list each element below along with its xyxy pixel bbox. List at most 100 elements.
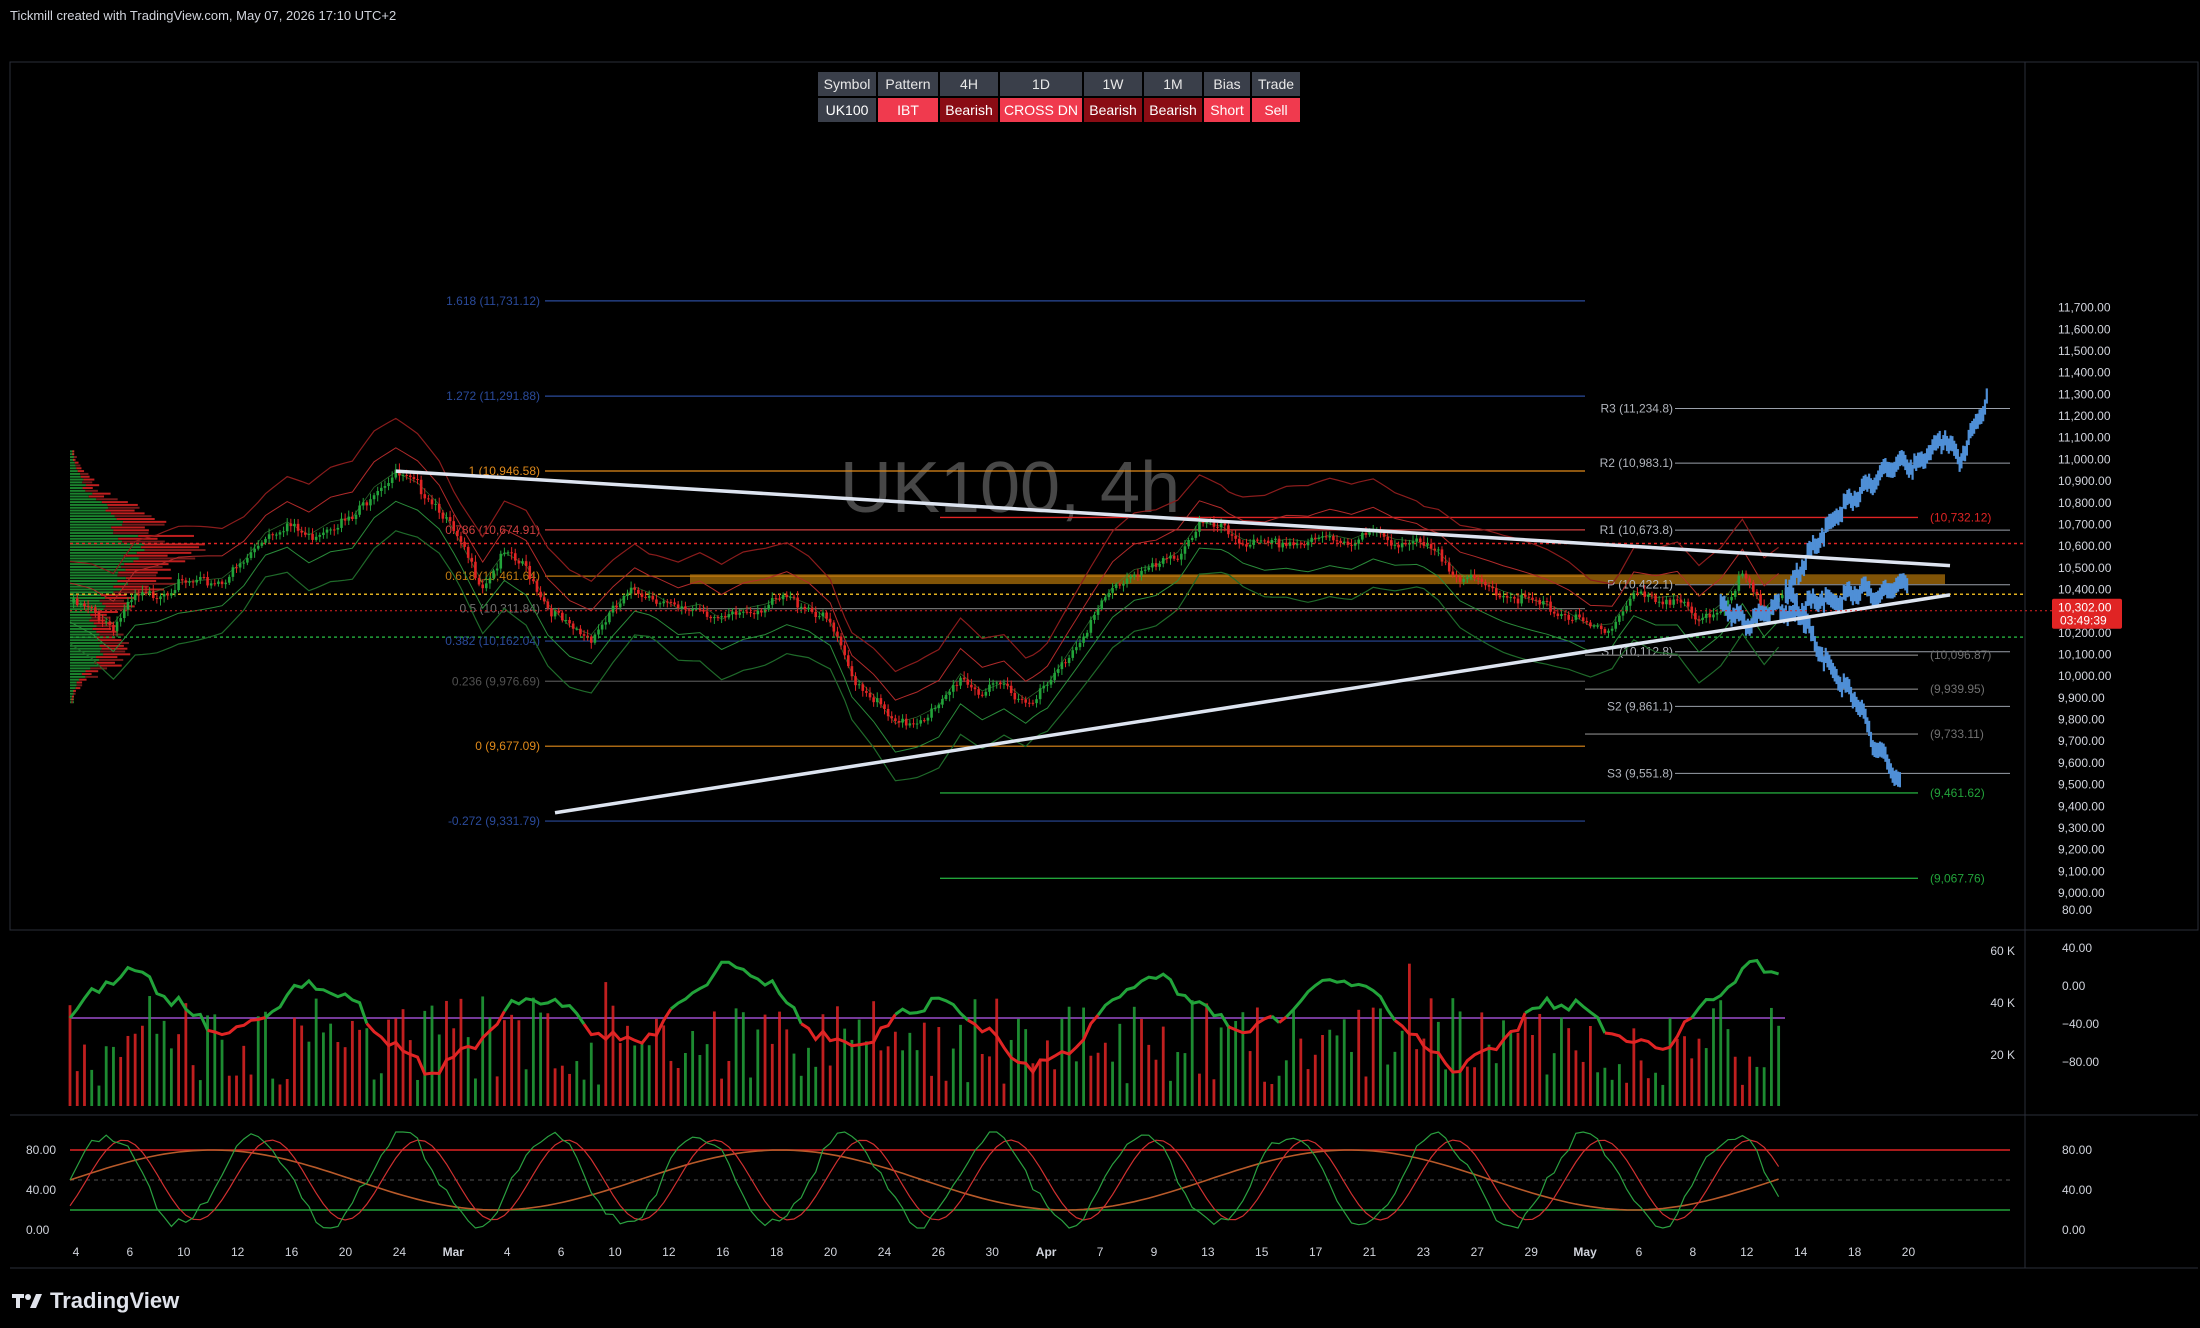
volume-bar <box>1625 1082 1628 1106</box>
chart-area[interactable]: UK100, 4h 1.618 (11,731.12)1.272 (11,291… <box>0 30 2200 1276</box>
candle-body <box>380 487 383 492</box>
volume-bar <box>1190 1000 1194 1106</box>
volume-profile-bar <box>73 692 76 695</box>
candle-body <box>419 479 423 495</box>
candle-body <box>1491 586 1494 589</box>
price-tick-label: 11,600.00 <box>2058 322 2111 336</box>
candle-body <box>405 474 408 476</box>
volume-bar <box>155 1033 159 1106</box>
volume-bar <box>814 1066 818 1106</box>
candle-body <box>539 591 542 598</box>
candle-body <box>752 613 756 615</box>
candle-body <box>1176 558 1180 560</box>
volume-bar <box>1255 1007 1259 1106</box>
candle-body <box>1455 575 1458 578</box>
candle-body <box>1187 539 1190 547</box>
candle-body <box>890 716 894 719</box>
volume-bar <box>691 1030 695 1106</box>
candle-body <box>1534 599 1538 601</box>
candle-body <box>821 612 825 617</box>
candle-body <box>1227 525 1230 535</box>
candle-body <box>702 609 705 612</box>
volume-profile-bar <box>133 560 186 563</box>
tradingview-logo[interactable]: TradingView <box>12 1288 179 1314</box>
supply-zone-band <box>690 574 1945 585</box>
volume-bar <box>937 1027 941 1106</box>
candle-body <box>101 620 104 622</box>
candle-body <box>408 475 412 478</box>
candle-body <box>470 557 474 562</box>
candle-body <box>1549 601 1552 612</box>
volume-profile-bar <box>70 670 86 673</box>
candle-body <box>1122 583 1125 586</box>
volume-bar <box>184 1003 188 1106</box>
candle-body <box>108 621 112 625</box>
candle-body <box>557 610 560 613</box>
volume-profile-bar <box>70 656 97 659</box>
volume-bar <box>1502 1020 1505 1106</box>
candle-body <box>698 608 702 610</box>
candle-body <box>1469 574 1473 578</box>
candle-body <box>546 601 550 609</box>
candle-body <box>861 684 865 691</box>
candle-body <box>894 718 897 722</box>
volume-bar <box>430 1005 434 1106</box>
candle-body <box>1006 683 1009 686</box>
candle-body <box>1581 617 1585 621</box>
volume-bar <box>1581 1061 1585 1106</box>
candle-body <box>1411 541 1415 544</box>
candle-body <box>966 679 970 685</box>
candle-body <box>1002 683 1006 685</box>
volume-bar <box>1523 1016 1527 1106</box>
candle-body <box>600 624 604 630</box>
candle-body <box>416 479 419 481</box>
volume-profile-bar <box>98 664 122 667</box>
candle-body <box>1104 597 1107 601</box>
candle-body <box>1100 600 1103 609</box>
volume-bar <box>582 1079 586 1106</box>
volume-bar <box>647 1045 651 1106</box>
stoch-d-line <box>69 1139 1780 1221</box>
candle-body <box>941 699 944 705</box>
signal-value-cell <box>1204 98 1250 122</box>
candle-body <box>224 582 227 585</box>
fib-label: 0.382 (10,162.04) <box>445 634 540 648</box>
volume-bar <box>1531 1035 1534 1106</box>
volume-bar <box>850 1039 854 1106</box>
volume-bar <box>879 1050 883 1106</box>
candle-body <box>477 577 481 585</box>
oscillator-line <box>669 960 803 1025</box>
candle-body <box>691 609 694 611</box>
volume-profile-bar <box>96 498 118 501</box>
volume-bar <box>611 1005 615 1106</box>
time-tick-label: 6 <box>1636 1245 1643 1259</box>
volume-profile-bar <box>70 537 119 540</box>
candle-body <box>1009 685 1013 693</box>
volume-axis-label: 40 K <box>1990 996 2015 1010</box>
stochastic-panel: 80.00 80.00 40.00 40.00 0.00 0.00 <box>26 1131 2092 1237</box>
candle-body <box>789 596 792 598</box>
signal-value-text: Sell <box>1264 102 1287 118</box>
volume-profile-bar <box>136 551 192 554</box>
time-tick-label: 10 <box>177 1245 191 1259</box>
candle-body <box>1324 536 1328 538</box>
candle-body <box>506 552 510 554</box>
candle-body <box>1129 576 1132 579</box>
level-label: (9,067.76) <box>1930 871 1985 885</box>
candle-body <box>119 618 122 622</box>
candle-body <box>1462 579 1465 582</box>
candle-body <box>246 558 249 563</box>
volume-bar <box>1241 1012 1245 1106</box>
pivot-label: S2 (9,861.1) <box>1607 699 1673 713</box>
candle-body <box>1035 699 1038 704</box>
volume-profile-bar <box>70 546 141 549</box>
current-price-badge <box>2052 598 2122 629</box>
volume-profile-bar <box>70 456 74 459</box>
candle-body <box>1408 543 1411 545</box>
volume-profile-bar <box>70 568 126 571</box>
volume-bar <box>655 1018 658 1106</box>
candle-body <box>618 603 622 608</box>
volume-profile-bar <box>96 611 118 614</box>
price-tick-label: 9,800.00 <box>2058 713 2105 727</box>
time-tick-label: 21 <box>1363 1245 1377 1259</box>
